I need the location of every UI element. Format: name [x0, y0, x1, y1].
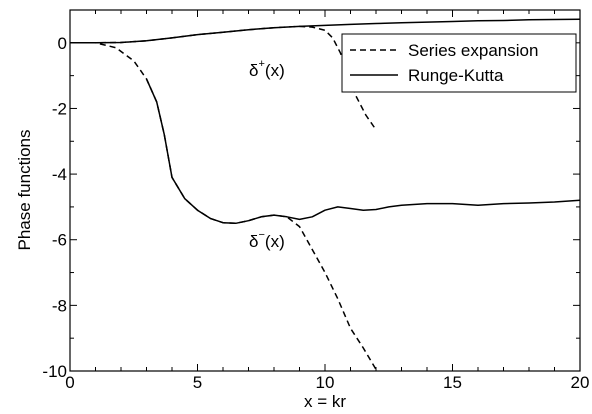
y-axis-label: Phase functions [15, 130, 34, 251]
legend-box [341, 33, 577, 93]
x-tick-label: 5 [193, 373, 202, 392]
series-line-runge-kutta-3 [145, 78, 581, 225]
x-tick-label: 10 [316, 373, 335, 392]
y-tick-label: -8 [52, 296, 67, 315]
x-tick-label: 20 [571, 373, 590, 392]
annotation-delta-minus: δ−(x) [249, 229, 285, 251]
y-tick-label: -10 [42, 362, 67, 381]
legend-label-series-expansion: Series expansion [408, 41, 538, 60]
plot-lines [70, 18, 581, 370]
x-tick-label: 15 [443, 373, 462, 392]
annotation-delta-plus: δ+(x) [249, 58, 285, 80]
series-line-runge-kutta-1 [70, 18, 581, 44]
legend: Series expansion Runge-Kutta [341, 33, 577, 93]
x-tick-label: 0 [65, 373, 74, 392]
y-tick-label: -6 [52, 231, 67, 250]
y-tick-label: -4 [52, 165, 67, 184]
legend-label-runge-kutta: Runge-Kutta [408, 66, 504, 85]
x-axis-label: x = kr [304, 392, 346, 411]
y-tick-label: -2 [52, 99, 67, 118]
series-line-series-expansion-2 [70, 42, 377, 370]
y-tick-label: 0 [58, 34, 67, 53]
axis-ticks: 0 5 10 15 20 0 -2 -4 -6 -8 -10 [42, 9, 590, 392]
